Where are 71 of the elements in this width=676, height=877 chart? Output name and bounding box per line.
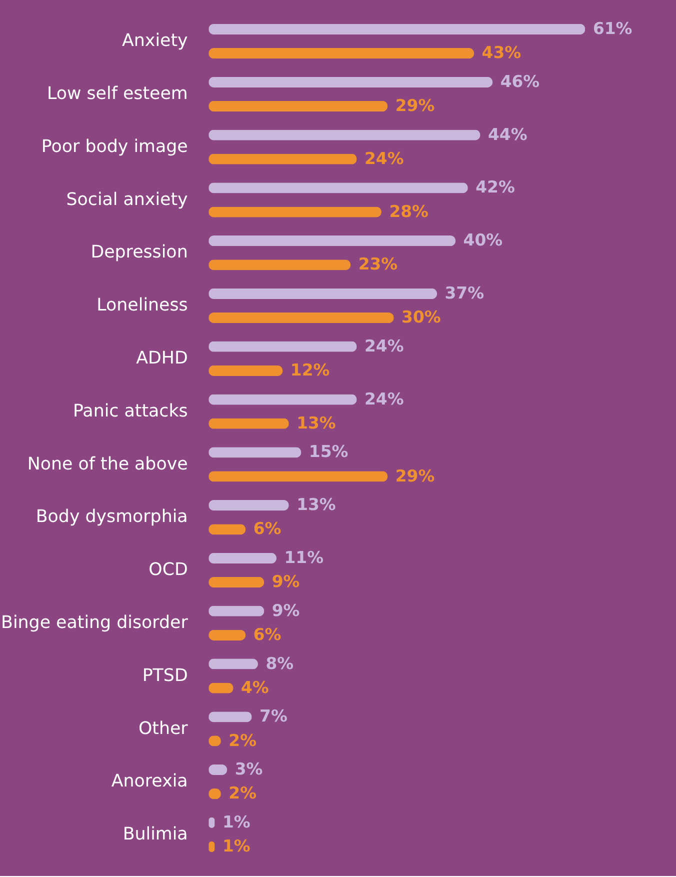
data-label: 24% <box>364 336 404 356</box>
y-tick-label: Poor body image <box>41 136 188 157</box>
data-label: 29% <box>395 466 435 486</box>
y-tick-label: Binge eating disorder <box>1 612 189 633</box>
bar <box>208 418 289 429</box>
bar <box>208 447 302 458</box>
data-label: 7% <box>260 706 288 726</box>
y-tick-label: Loneliness <box>96 296 188 316</box>
data-label: 24% <box>364 148 404 168</box>
bar <box>208 76 493 88</box>
data-label: 24% <box>364 389 404 408</box>
bar <box>208 552 277 564</box>
data-label: 6% <box>253 519 282 538</box>
data-label: 28% <box>389 202 428 221</box>
data-label: 12% <box>290 360 330 380</box>
bar <box>208 48 474 59</box>
data-label: 15% <box>308 442 348 462</box>
data-label: 30% <box>402 308 441 327</box>
bar <box>208 471 388 482</box>
data-label: 61% <box>592 19 632 38</box>
data-label: 13% <box>296 413 336 432</box>
data-label: 42% <box>476 178 515 197</box>
bar <box>208 630 246 640</box>
y-tick-label: OCD <box>148 560 188 580</box>
y-tick-label: None of the above <box>27 454 188 474</box>
y-tick-label: Other <box>138 718 189 739</box>
data-label: 9% <box>272 572 300 592</box>
data-label: 3% <box>234 760 263 779</box>
bar <box>208 182 468 194</box>
bar <box>208 288 438 300</box>
bar <box>208 260 351 270</box>
bar <box>208 236 456 246</box>
bar <box>208 394 357 405</box>
data-label: 1% <box>222 836 250 856</box>
y-tick-label: PTSD <box>142 666 188 686</box>
bar <box>208 206 382 218</box>
bar <box>208 312 394 324</box>
data-label: 23% <box>358 254 398 274</box>
data-label: 8% <box>266 654 294 673</box>
y-tick-label: Body dysmorphia <box>36 507 188 528</box>
bar <box>208 24 586 35</box>
data-label: 6% <box>253 625 282 644</box>
y-tick-label: Anorexia <box>111 772 188 792</box>
bar <box>208 100 388 112</box>
data-label: 13% <box>296 495 336 514</box>
y-tick-label: Low self esteem <box>47 84 188 104</box>
y-tick-label: Panic attacks <box>72 401 188 422</box>
data-label: 37% <box>444 284 484 303</box>
data-label: 2% <box>228 730 257 750</box>
data-label: 4% <box>241 678 269 697</box>
data-label: 29% <box>395 96 435 116</box>
bar <box>208 341 357 352</box>
bar <box>208 576 264 588</box>
y-tick-label: Depression <box>90 242 188 263</box>
data-label: 44% <box>488 124 528 144</box>
data-label: 46% <box>500 72 540 91</box>
bar <box>208 154 357 164</box>
y-tick-label: Social anxiety <box>66 190 188 210</box>
bar <box>208 130 480 140</box>
y-tick-label: Anxiety <box>122 31 188 52</box>
data-label: 11% <box>284 548 324 568</box>
y-tick-label: Bulimia <box>122 824 188 845</box>
data-label: 9% <box>272 600 300 620</box>
data-label: 2% <box>228 784 257 803</box>
bar <box>208 606 264 616</box>
data-label: 43% <box>482 43 522 62</box>
bar <box>208 500 289 511</box>
y-tick-label: ADHD <box>136 348 188 368</box>
bar <box>208 365 283 376</box>
data-label: 1% <box>222 812 250 832</box>
data-label: 40% <box>463 230 503 250</box>
